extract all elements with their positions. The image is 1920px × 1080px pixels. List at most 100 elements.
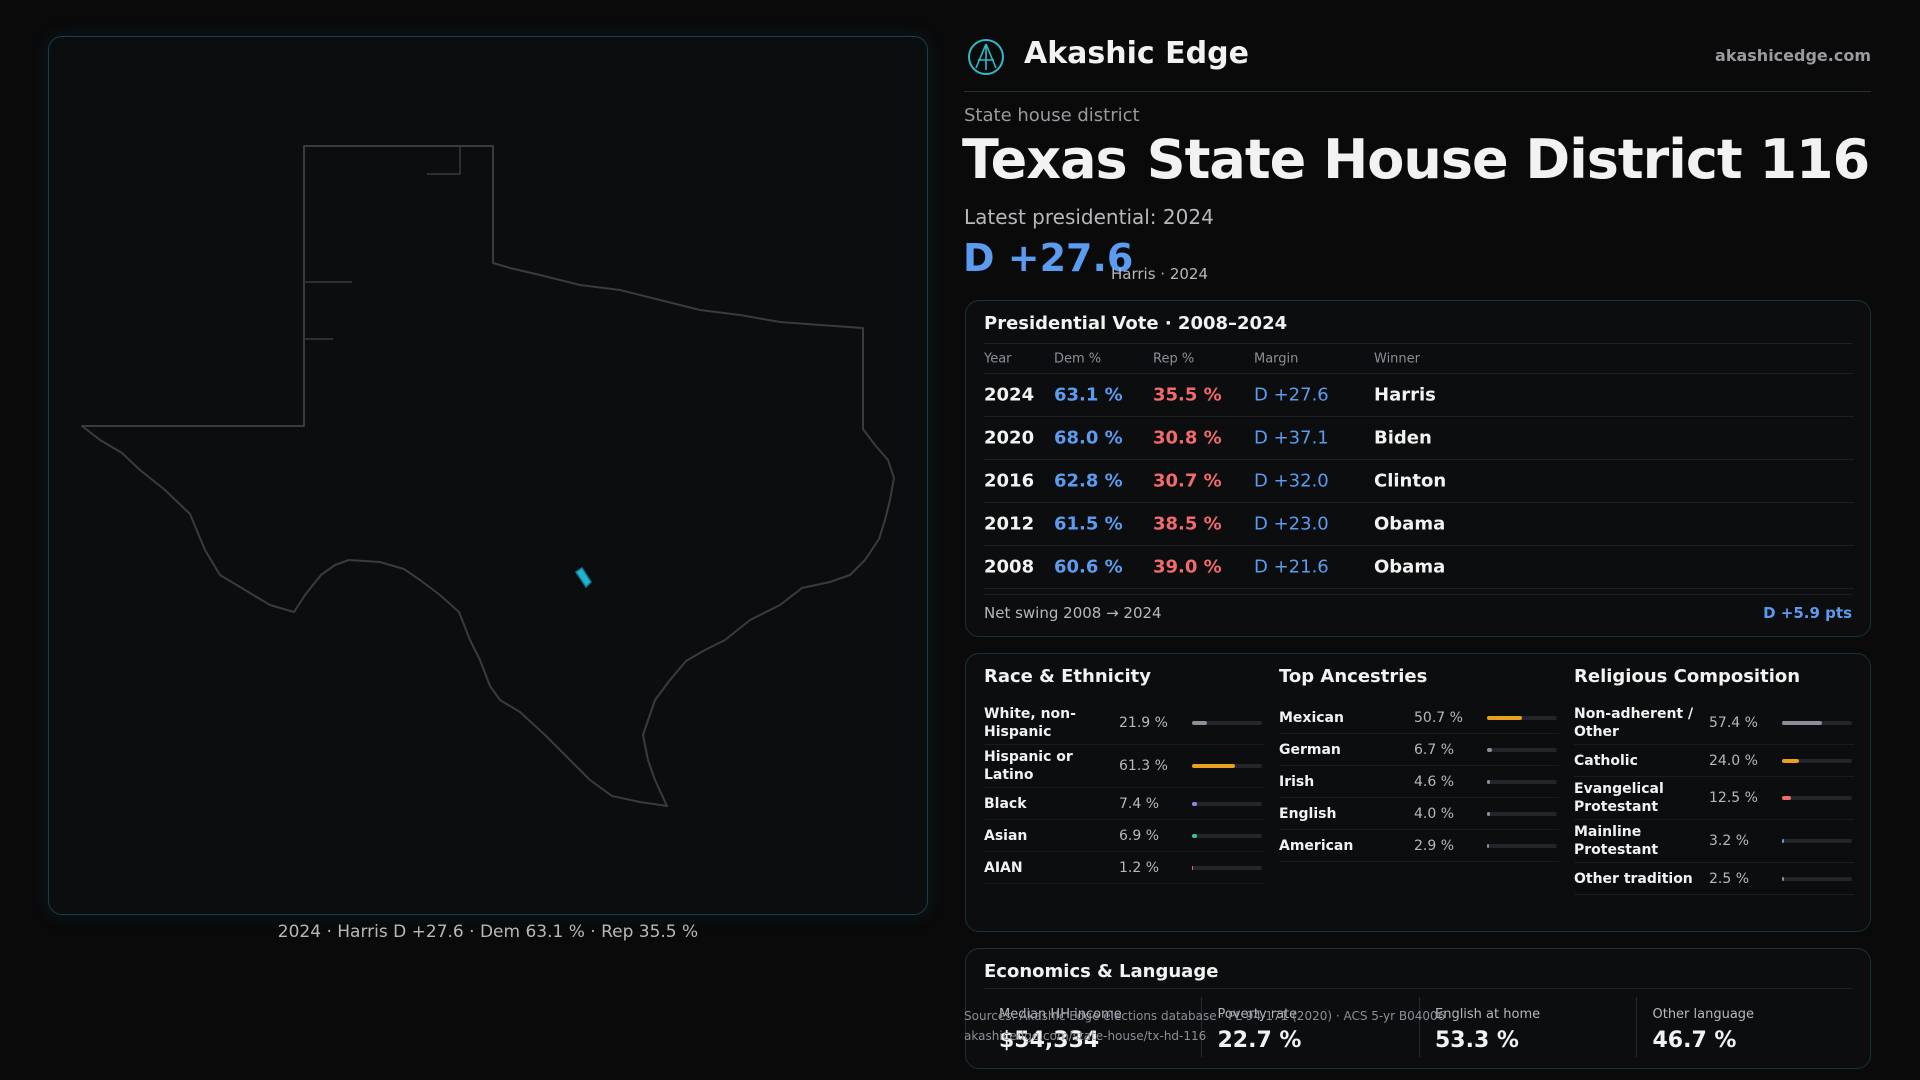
bar-row: Black 7.4 % <box>984 788 1264 820</box>
bar-track <box>1782 721 1852 725</box>
page-title: Texas State House District 116 <box>962 128 1870 191</box>
bar-track <box>1782 839 1852 843</box>
stat-cell: Median HH income $54,334 <box>984 997 1201 1057</box>
bar-label: Mainline Protestant <box>1574 824 1659 858</box>
bar-value: 1.2 % <box>1119 859 1160 876</box>
bar-track <box>1782 876 1852 881</box>
demographics-panel: Race & Ethnicity White, non-Hispanic 21.9 … <box>965 653 1871 932</box>
bar-label: Asian <box>984 827 1028 844</box>
bar-value: 21.9 % <box>1119 715 1168 731</box>
margin-note: Harris · 2024 <box>1111 265 1209 283</box>
bar-value: 2.5 % <box>1709 870 1750 887</box>
stat-value: 53.3 % <box>1434 1028 1519 1053</box>
bar-track <box>1487 747 1557 752</box>
bar-value: 3.2 % <box>1709 833 1750 849</box>
table-cell: D +23.0 <box>1254 513 1329 535</box>
bar-label: AIAN <box>984 859 1023 876</box>
bar-value: 61.3 % <box>1119 758 1168 774</box>
district-name: State House District 116 <box>1146 128 1870 191</box>
bar-track <box>1192 801 1262 806</box>
bar-track <box>1192 833 1262 838</box>
bar-label: English <box>1279 805 1337 822</box>
bar <box>1487 715 1523 720</box>
table-cell: 68.0 % <box>1054 427 1123 449</box>
table-cell: D +27.6 <box>1254 384 1329 406</box>
bar-label: Black <box>984 795 1027 812</box>
bar-row: German 6.7 % <box>1279 734 1559 766</box>
separator <box>984 988 1852 989</box>
bar-row: Evangelical Protestant 12.5 % <box>1574 777 1854 820</box>
bar-row: White, non-Hispanic 21.9 % <box>984 702 1264 745</box>
site-link[interactable]: akashicedge.com <box>1715 46 1871 65</box>
bar <box>1192 865 1193 870</box>
table-cell: Harris <box>1374 384 1436 406</box>
table-cell: 39.0 % <box>1153 556 1222 578</box>
panel-title: Presidential Vote · 2008–2024 <box>984 313 1288 334</box>
table-cell: D +37.1 <box>1254 427 1329 449</box>
table-cell: 60.6 % <box>1054 556 1123 578</box>
bar <box>1487 811 1490 816</box>
bar <box>1782 721 1823 725</box>
bar-row: AIAN 1.2 % <box>984 852 1264 884</box>
bar <box>1192 801 1198 806</box>
divider <box>964 91 1871 92</box>
bar-row: Asian 6.9 % <box>984 820 1264 852</box>
table-header: Year Dem % Rep % Margin Winner <box>984 345 1854 374</box>
panel-title: Race & Ethnicity <box>984 666 1151 687</box>
bar <box>1782 758 1799 763</box>
bar-label: Mexican <box>1279 709 1344 726</box>
footer: Sources: Akashic Edge elections database… <box>964 1006 1445 1046</box>
map-panel <box>48 36 928 915</box>
table-cell: Clinton <box>1374 470 1447 492</box>
stat-value: 46.7 % <box>1652 1028 1737 1053</box>
bar-label: Irish <box>1279 773 1315 790</box>
table-cell: 61.5 % <box>1054 513 1123 535</box>
page-url[interactable]: akashicedge.com/state-house/tx-hd-116 <box>964 1029 1207 1043</box>
stat-cell: Poverty rate 22.7 % <box>1201 997 1419 1057</box>
bar-list: White, non-Hispanic 21.9 % Hispanic or Lat… <box>984 702 1264 884</box>
vote-panel: Presidential Vote · 2008–2024 Year Dem % R… <box>965 300 1871 637</box>
district-marker <box>574 566 592 589</box>
table-cell: D +21.6 <box>1254 556 1329 578</box>
table-cell: Obama <box>1374 513 1446 535</box>
table-cell: Obama <box>1374 556 1446 578</box>
bar-track <box>1487 811 1557 816</box>
table-cell: 62.8 % <box>1054 470 1123 492</box>
separator <box>984 343 1852 344</box>
panel-title: Religious Composition <box>1574 666 1801 687</box>
table-cell: 30.7 % <box>1153 470 1222 492</box>
stat-label: Other language <box>1652 1007 1755 1022</box>
brand-logo <box>968 39 1004 75</box>
state-outline <box>81 145 895 807</box>
table-cell: 2012 <box>984 513 1035 535</box>
bar-track <box>1192 764 1262 768</box>
stat-label: Median HH income <box>999 1007 1122 1022</box>
bar-label: German <box>1279 741 1341 758</box>
bar-value: 6.9 % <box>1119 827 1160 844</box>
bar <box>1782 839 1785 843</box>
economics-panel: Economics & Language Median HH income $54… <box>965 948 1871 1069</box>
stat-cell: English at home 53.3 % <box>1418 997 1637 1057</box>
table-cell: 2016 <box>984 470 1035 492</box>
column-header: Dem % <box>1054 351 1102 367</box>
column-header: Year <box>984 351 1012 367</box>
table-cell: 2024 <box>984 384 1035 406</box>
bar-track <box>1487 715 1557 720</box>
state-name: Texas <box>962 128 1128 191</box>
bar <box>1487 747 1492 752</box>
bar-value: 12.5 % <box>1709 790 1758 806</box>
economics-grid: Median HH income $54,334 Poverty rate 22.7 … <box>984 997 1854 1057</box>
bar-value: 57.4 % <box>1709 715 1758 731</box>
table-cell: 38.5 % <box>1153 513 1222 535</box>
bar-row: American 2.9 % <box>1279 830 1559 862</box>
bar-value: 4.6 % <box>1414 773 1455 790</box>
stat-label: English at home <box>1434 1007 1541 1022</box>
bar-value: 24.0 % <box>1709 752 1758 769</box>
bar-label: Other tradition <box>1574 870 1693 887</box>
bar <box>1192 764 1235 768</box>
vote-table: Year Dem % Rep % Margin Winner 2024 63.1 % 35.5… <box>984 345 1854 589</box>
bar-row: Other tradition 2.5 % <box>1574 863 1854 895</box>
map-caption: 2024 · Harris D +27.6 · Dem 63.1 % · Rep… <box>277 922 699 942</box>
